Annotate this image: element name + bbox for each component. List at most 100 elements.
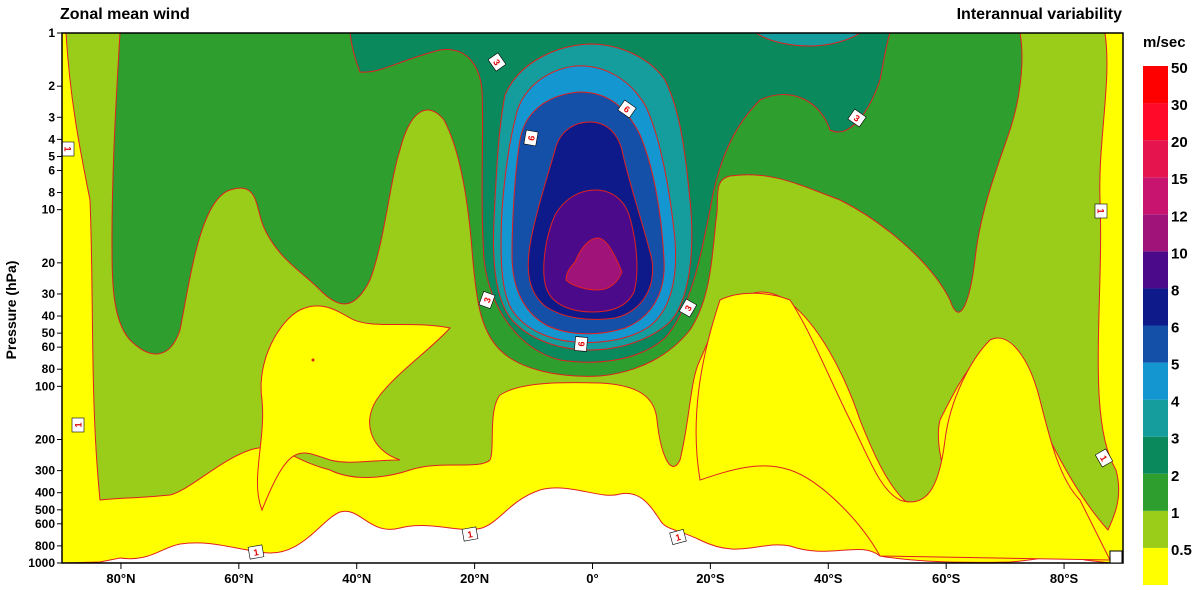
svg-text:3: 3 — [683, 304, 694, 313]
svg-text:6: 6 — [526, 135, 537, 142]
svg-text:1: 1 — [253, 547, 260, 558]
y-tick-label: 800 — [35, 539, 55, 553]
y-tick-label: 10 — [42, 203, 56, 217]
colorbar-level-label: 3 — [1171, 431, 1179, 448]
contour-region-4-top — [755, 33, 861, 47]
chart-title-right: Interannual variability — [957, 6, 1122, 23]
colorbar-swatch — [1143, 251, 1168, 289]
contour-label: 1 — [1094, 203, 1108, 219]
svg-text:1: 1 — [1098, 454, 1109, 463]
svg-text:3: 3 — [491, 57, 502, 67]
colorbar-swatch — [1143, 325, 1168, 363]
chart-title-left: Zonal mean wind — [60, 6, 190, 23]
contour-labels: 3 6 6 3 1 1 3 6 3 1 1 1 1 1 — [61, 52, 1114, 560]
svg-text:3: 3 — [852, 113, 862, 124]
y-tick-label: 300 — [35, 464, 55, 478]
colorbar-swatch — [1143, 177, 1168, 215]
y-tick-label: 500 — [35, 503, 55, 517]
contour-label: 1 — [461, 526, 479, 542]
svg-text:6: 6 — [576, 341, 586, 347]
corner-box — [1109, 550, 1123, 564]
x-tick-label: 0° — [586, 571, 598, 586]
contour-label: 1 — [669, 529, 687, 545]
contour-label: 3 — [678, 298, 698, 318]
contour-region-1-inner-b — [695, 292, 1111, 561]
contour-region-12 — [565, 237, 623, 291]
x-tick-label: 80°S — [1050, 571, 1079, 586]
svg-text:1: 1 — [74, 422, 84, 427]
y-tick-label: 1 — [48, 26, 55, 40]
colorbar-level-label: 0.5 — [1171, 542, 1192, 559]
contour-label: 3 — [847, 108, 867, 128]
y-tick-label: 1000 — [28, 556, 55, 570]
colorbar-swatch — [1143, 288, 1168, 326]
y-tick-label: 20 — [42, 256, 56, 270]
svg-text:1: 1 — [674, 532, 681, 543]
colorbar-level-label: 30 — [1171, 97, 1188, 114]
x-tick-label: 20°S — [696, 571, 725, 586]
colorbar-level-label: 1 — [1171, 505, 1179, 522]
contour-region-3-edge — [140, 33, 350, 57]
colorbar-level-label: 5 — [1171, 357, 1179, 374]
x-tick-label: 40°S — [814, 571, 843, 586]
colorbar-swatch — [1143, 473, 1168, 511]
colorbar-level-label: 2 — [1171, 468, 1179, 485]
y-tick-label: 80 — [42, 362, 56, 376]
y-tick-label: 100 — [35, 379, 55, 393]
contour-label: 3 — [487, 52, 507, 72]
x-tick-label: 80°N — [106, 571, 135, 586]
colorbar-swatch — [1143, 362, 1168, 400]
x-tick-label: 60°S — [932, 571, 961, 586]
contour-label: 1 — [61, 141, 75, 157]
y-axis-label: Pressure (hPa) — [3, 261, 19, 360]
y-tick-label: 200 — [35, 433, 55, 447]
colorbar-swatch — [1143, 399, 1168, 437]
colorbar-level-label: 8 — [1171, 282, 1179, 299]
x-axis: 80°N 60°N 40°N 20°N 0° 20°S 40°S 60°S 80°S — [106, 563, 1079, 586]
x-tick-label: 20°N — [460, 571, 489, 586]
svg-text:1: 1 — [63, 146, 73, 151]
colorbar-unit: m/sec — [1143, 34, 1186, 51]
colorbar-swatch — [1143, 66, 1168, 104]
contour-spot — [311, 358, 315, 362]
colorbar-swatch — [1143, 510, 1168, 548]
contour-label: 1 — [247, 544, 265, 560]
colorbar-swatch — [1143, 140, 1168, 178]
x-tick-label: 60°N — [224, 571, 253, 586]
colorbar-swatch — [1143, 214, 1168, 252]
colorbar-level-label: 6 — [1171, 320, 1179, 337]
contour-label: 6 — [523, 129, 539, 147]
colorbar-swatch — [1143, 436, 1168, 474]
svg-text:1: 1 — [467, 529, 474, 540]
colorbar-swatch — [1143, 547, 1168, 585]
contour-region-1-inner — [256, 305, 451, 512]
y-tick-label: 6 — [48, 163, 55, 177]
contour-label: 1 — [71, 417, 85, 433]
contour-label: 6 — [617, 99, 637, 119]
contour-label: 3 — [478, 290, 496, 310]
x-tick-label: 40°N — [342, 571, 371, 586]
colorbar-level-label: 15 — [1171, 171, 1188, 188]
colorbar-swatch — [1143, 103, 1168, 141]
y-tick-label: 40 — [42, 309, 56, 323]
svg-text:1: 1 — [1096, 208, 1106, 213]
y-tick-label: 600 — [35, 517, 55, 531]
contour-label: 1 — [1094, 448, 1114, 468]
colorbar-level-label: 10 — [1171, 245, 1188, 262]
y-tick-label: 3 — [48, 110, 55, 124]
colorbar-level-label: 12 — [1171, 208, 1188, 225]
y-tick-label: 50 — [42, 326, 56, 340]
contour-label: 6 — [574, 336, 588, 352]
y-tick-label: 400 — [35, 486, 55, 500]
y-tick-label: 8 — [48, 186, 55, 200]
y-tick-label: 30 — [42, 287, 56, 301]
y-tick-label: 60 — [42, 340, 56, 354]
colorbar-level-label: 4 — [1171, 394, 1180, 411]
y-tick-label: 4 — [48, 132, 55, 146]
colorbar-level-label: 50 — [1171, 60, 1188, 77]
colorbar-level-label: 20 — [1171, 134, 1188, 151]
svg-text:3: 3 — [482, 296, 493, 304]
